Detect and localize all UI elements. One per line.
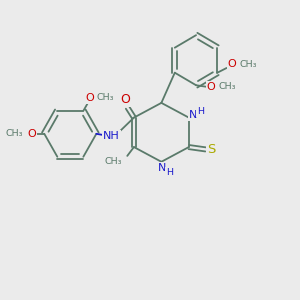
Text: O: O [227, 59, 236, 70]
Text: CH₃: CH₃ [105, 157, 122, 166]
Text: N: N [189, 110, 198, 120]
Text: H: H [197, 107, 204, 116]
Text: CH₃: CH₃ [240, 60, 257, 69]
Text: CH₃: CH₃ [6, 129, 23, 138]
Text: O: O [120, 93, 130, 106]
Text: O: O [27, 129, 36, 139]
Text: N: N [158, 163, 166, 173]
Text: O: O [207, 82, 215, 92]
Text: O: O [85, 94, 94, 103]
Text: H: H [166, 168, 173, 177]
Text: CH₃: CH₃ [97, 92, 114, 101]
Text: NH: NH [103, 131, 120, 141]
Text: CH₃: CH₃ [219, 82, 236, 91]
Text: S: S [207, 143, 216, 156]
